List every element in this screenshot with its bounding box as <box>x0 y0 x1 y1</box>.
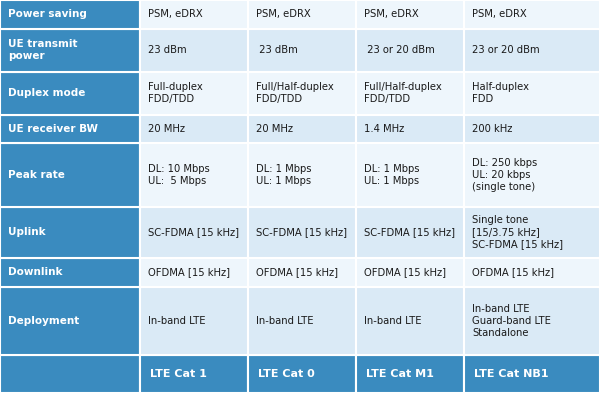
Text: OFDMA [15 kHz]: OFDMA [15 kHz] <box>256 267 338 277</box>
Bar <box>248 207 356 258</box>
Bar <box>356 355 464 393</box>
Bar <box>356 143 464 207</box>
Bar <box>140 143 248 207</box>
Bar <box>356 258 464 286</box>
Bar <box>0 0 140 29</box>
Text: 23 or 20 dBm: 23 or 20 dBm <box>364 45 435 55</box>
Text: 23 or 20 dBm: 23 or 20 dBm <box>472 45 539 55</box>
Text: 20 MHz: 20 MHz <box>256 124 293 134</box>
Bar <box>464 258 600 286</box>
Text: DL: 1 Mbps
UL: 1 Mbps: DL: 1 Mbps UL: 1 Mbps <box>256 164 311 186</box>
Text: Single tone
[15/3.75 kHz]
SC-FDMA [15 kHz]: Single tone [15/3.75 kHz] SC-FDMA [15 kH… <box>472 215 563 249</box>
Bar <box>248 355 356 393</box>
Text: DL: 250 kbps
UL: 20 kbps
(single tone): DL: 250 kbps UL: 20 kbps (single tone) <box>472 158 537 192</box>
Bar <box>0 143 140 207</box>
Text: In-band LTE
Guard-band LTE
Standalone: In-band LTE Guard-band LTE Standalone <box>472 304 551 338</box>
Bar <box>356 72 464 115</box>
Bar <box>464 286 600 355</box>
Text: UE receiver BW: UE receiver BW <box>8 124 98 134</box>
Text: Deployment: Deployment <box>8 316 79 326</box>
Text: Uplink: Uplink <box>8 227 46 237</box>
Text: LTE Cat 0: LTE Cat 0 <box>258 369 315 379</box>
Bar <box>140 207 248 258</box>
Bar <box>0 258 140 286</box>
Text: Downlink: Downlink <box>8 267 62 277</box>
Bar <box>356 207 464 258</box>
Bar <box>464 355 600 393</box>
Bar <box>140 258 248 286</box>
Text: 200 kHz: 200 kHz <box>472 124 512 134</box>
Bar <box>0 355 140 393</box>
Bar <box>140 115 248 143</box>
Bar <box>0 207 140 258</box>
Text: PSM, eDRX: PSM, eDRX <box>472 9 527 19</box>
Text: OFDMA [15 kHz]: OFDMA [15 kHz] <box>364 267 446 277</box>
Text: In-band LTE: In-band LTE <box>148 316 205 326</box>
Text: PSM, eDRX: PSM, eDRX <box>364 9 419 19</box>
Bar <box>140 355 248 393</box>
Text: Peak rate: Peak rate <box>8 170 65 180</box>
Bar <box>464 207 600 258</box>
Bar <box>356 115 464 143</box>
Bar <box>0 286 140 355</box>
Text: Half-duplex
FDD: Half-duplex FDD <box>472 82 529 104</box>
Text: LTE Cat NB1: LTE Cat NB1 <box>474 369 548 379</box>
Bar <box>248 29 356 72</box>
Text: SC-FDMA [15 kHz]: SC-FDMA [15 kHz] <box>148 227 239 237</box>
Text: LTE Cat M1: LTE Cat M1 <box>366 369 434 379</box>
Bar <box>248 143 356 207</box>
Bar <box>248 286 356 355</box>
Text: DL: 1 Mbps
UL: 1 Mbps: DL: 1 Mbps UL: 1 Mbps <box>364 164 419 186</box>
Bar <box>140 286 248 355</box>
Text: 23 dBm: 23 dBm <box>148 45 187 55</box>
Text: In-band LTE: In-band LTE <box>364 316 421 326</box>
Bar <box>356 29 464 72</box>
Bar <box>248 72 356 115</box>
Text: 23 dBm: 23 dBm <box>256 45 298 55</box>
Text: In-band LTE: In-band LTE <box>256 316 314 326</box>
Bar <box>140 72 248 115</box>
Bar <box>464 72 600 115</box>
Bar <box>464 143 600 207</box>
Text: Full/Half-duplex
FDD/TDD: Full/Half-duplex FDD/TDD <box>364 82 442 104</box>
Bar <box>140 0 248 29</box>
Text: LTE Cat 1: LTE Cat 1 <box>150 369 207 379</box>
Text: UE transmit
power: UE transmit power <box>8 39 77 61</box>
Bar <box>248 115 356 143</box>
Bar <box>356 286 464 355</box>
Bar <box>0 115 140 143</box>
Bar <box>0 29 140 72</box>
Bar <box>0 72 140 115</box>
Text: SC-FDMA [15 kHz]: SC-FDMA [15 kHz] <box>364 227 455 237</box>
Text: OFDMA [15 kHz]: OFDMA [15 kHz] <box>148 267 230 277</box>
Text: PSM, eDRX: PSM, eDRX <box>256 9 311 19</box>
Bar <box>248 0 356 29</box>
Text: Duplex mode: Duplex mode <box>8 88 85 98</box>
Text: DL: 10 Mbps
UL:  5 Mbps: DL: 10 Mbps UL: 5 Mbps <box>148 164 210 186</box>
Bar <box>464 29 600 72</box>
Text: Full/Half-duplex
FDD/TDD: Full/Half-duplex FDD/TDD <box>256 82 334 104</box>
Bar <box>464 0 600 29</box>
Bar <box>248 258 356 286</box>
Bar <box>464 115 600 143</box>
Text: 20 MHz: 20 MHz <box>148 124 185 134</box>
Bar <box>140 29 248 72</box>
Text: SC-FDMA [15 kHz]: SC-FDMA [15 kHz] <box>256 227 347 237</box>
Text: Full-duplex
FDD/TDD: Full-duplex FDD/TDD <box>148 82 203 104</box>
Text: Power saving: Power saving <box>8 9 87 19</box>
Text: OFDMA [15 kHz]: OFDMA [15 kHz] <box>472 267 554 277</box>
Text: PSM, eDRX: PSM, eDRX <box>148 9 203 19</box>
Text: 1.4 MHz: 1.4 MHz <box>364 124 404 134</box>
Bar <box>356 0 464 29</box>
